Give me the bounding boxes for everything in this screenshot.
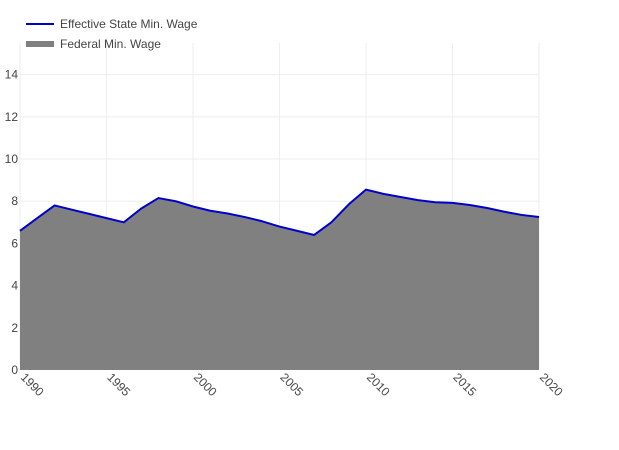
legend-item[interactable]: Effective State Min. Wage <box>26 17 198 31</box>
y-tick-label: 12 <box>5 110 19 124</box>
x-tick-label: 2005 <box>277 370 306 399</box>
x-axis-ticks: 1990 1995 2000 2005 2010 2015 2020 <box>18 370 566 399</box>
x-tick-label: 2015 <box>450 370 479 399</box>
x-tick-label: 1990 <box>18 370 47 399</box>
y-tick-label: 14 <box>5 68 19 82</box>
x-tick-label: 2020 <box>537 370 566 399</box>
y-axis-ticks: 0 2 4 6 8 10 12 14 <box>5 68 19 377</box>
legend-item[interactable]: Federal Min. Wage <box>26 37 161 51</box>
y-tick-label: 10 <box>5 152 19 166</box>
legend-swatch <box>26 41 54 47</box>
y-tick-label: 8 <box>11 194 18 208</box>
legend-label: Federal Min. Wage <box>60 37 161 51</box>
area-layer <box>20 189 539 370</box>
y-tick-label: 4 <box>11 279 18 293</box>
y-tick-label: 2 <box>11 321 18 335</box>
legend[interactable]: Effective State Min. Wage Federal Min. Wa… <box>26 17 198 51</box>
series-area-federal-min-wage <box>20 189 539 370</box>
y-tick-label: 6 <box>11 236 18 250</box>
x-tick-label: 2010 <box>364 370 393 399</box>
y-tick-label: 0 <box>11 363 18 377</box>
legend-label: Effective State Min. Wage <box>60 17 198 31</box>
x-tick-label: 1995 <box>104 370 133 399</box>
x-tick-label: 2000 <box>191 370 220 399</box>
line-layer <box>19 188 540 236</box>
